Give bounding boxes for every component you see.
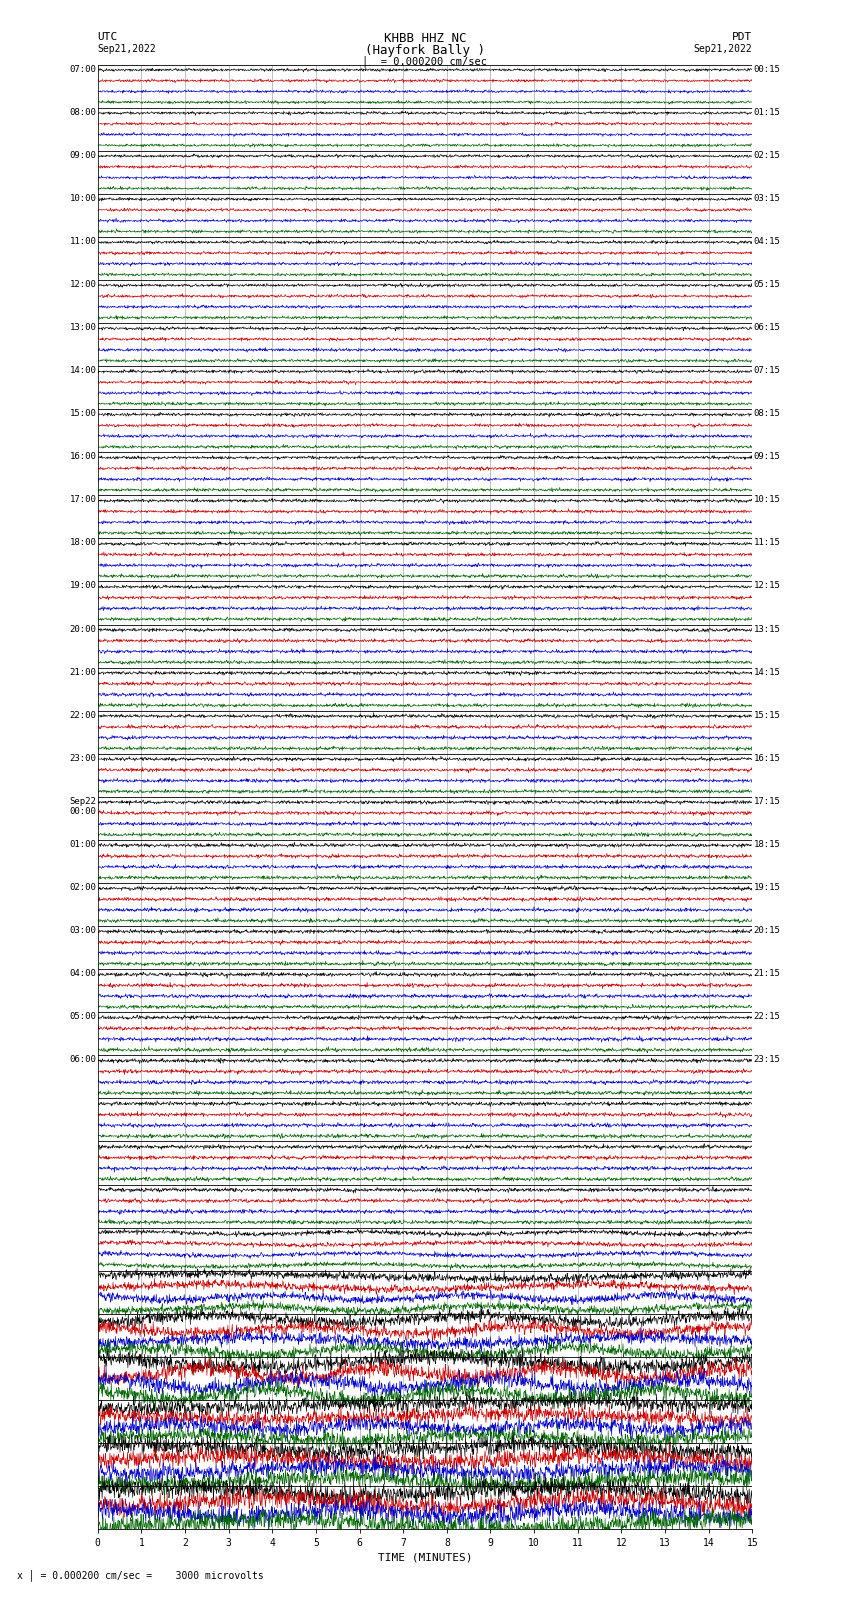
Text: x │ = 0.000200 cm/sec =    3000 microvolts: x │ = 0.000200 cm/sec = 3000 microvolts — [17, 1569, 264, 1581]
Text: 02:00: 02:00 — [70, 882, 96, 892]
Text: 05:00: 05:00 — [70, 1013, 96, 1021]
Text: 22:00: 22:00 — [70, 711, 96, 719]
Text: UTC: UTC — [98, 32, 118, 42]
Text: 06:15: 06:15 — [754, 323, 780, 332]
Text: │  = 0.000200 cm/sec: │ = 0.000200 cm/sec — [362, 55, 488, 66]
Text: 06:00: 06:00 — [70, 1055, 96, 1065]
Text: 12:00: 12:00 — [70, 281, 96, 289]
Text: 11:00: 11:00 — [70, 237, 96, 245]
Text: (Hayfork Bally ): (Hayfork Bally ) — [365, 44, 485, 56]
Text: 11:15: 11:15 — [754, 539, 780, 547]
Text: 17:15: 17:15 — [754, 797, 780, 806]
Text: 00:15: 00:15 — [754, 65, 780, 74]
Text: 04:00: 04:00 — [70, 969, 96, 977]
Text: 19:00: 19:00 — [70, 581, 96, 590]
Text: 09:15: 09:15 — [754, 452, 780, 461]
Text: 10:15: 10:15 — [754, 495, 780, 505]
Text: 22:15: 22:15 — [754, 1013, 780, 1021]
Text: 01:00: 01:00 — [70, 840, 96, 848]
Text: 03:15: 03:15 — [754, 194, 780, 203]
Text: 07:15: 07:15 — [754, 366, 780, 376]
Text: 18:15: 18:15 — [754, 840, 780, 848]
Text: 07:00: 07:00 — [70, 65, 96, 74]
Text: 23:00: 23:00 — [70, 753, 96, 763]
Text: 20:15: 20:15 — [754, 926, 780, 936]
Text: 13:00: 13:00 — [70, 323, 96, 332]
Text: Sep22
00:00: Sep22 00:00 — [70, 797, 96, 816]
Text: 14:15: 14:15 — [754, 668, 780, 676]
Text: Sep21,2022: Sep21,2022 — [694, 44, 752, 53]
Text: 01:15: 01:15 — [754, 108, 780, 116]
Text: 10:00: 10:00 — [70, 194, 96, 203]
Text: 14:00: 14:00 — [70, 366, 96, 376]
Text: 13:15: 13:15 — [754, 624, 780, 634]
Text: 12:15: 12:15 — [754, 581, 780, 590]
Text: 16:15: 16:15 — [754, 753, 780, 763]
Text: Sep21,2022: Sep21,2022 — [98, 44, 156, 53]
Text: 03:00: 03:00 — [70, 926, 96, 936]
Text: 21:00: 21:00 — [70, 668, 96, 676]
Text: 23:15: 23:15 — [754, 1055, 780, 1065]
Text: 08:15: 08:15 — [754, 410, 780, 418]
Text: 20:00: 20:00 — [70, 624, 96, 634]
Text: 17:00: 17:00 — [70, 495, 96, 505]
Text: 09:00: 09:00 — [70, 150, 96, 160]
Text: 04:15: 04:15 — [754, 237, 780, 245]
X-axis label: TIME (MINUTES): TIME (MINUTES) — [377, 1552, 473, 1563]
Text: KHBB HHZ NC: KHBB HHZ NC — [383, 32, 467, 45]
Text: PDT: PDT — [732, 32, 752, 42]
Text: 15:15: 15:15 — [754, 711, 780, 719]
Text: 18:00: 18:00 — [70, 539, 96, 547]
Text: 15:00: 15:00 — [70, 410, 96, 418]
Text: 21:15: 21:15 — [754, 969, 780, 977]
Text: 05:15: 05:15 — [754, 281, 780, 289]
Text: 19:15: 19:15 — [754, 882, 780, 892]
Text: 02:15: 02:15 — [754, 150, 780, 160]
Text: 08:00: 08:00 — [70, 108, 96, 116]
Text: 16:00: 16:00 — [70, 452, 96, 461]
